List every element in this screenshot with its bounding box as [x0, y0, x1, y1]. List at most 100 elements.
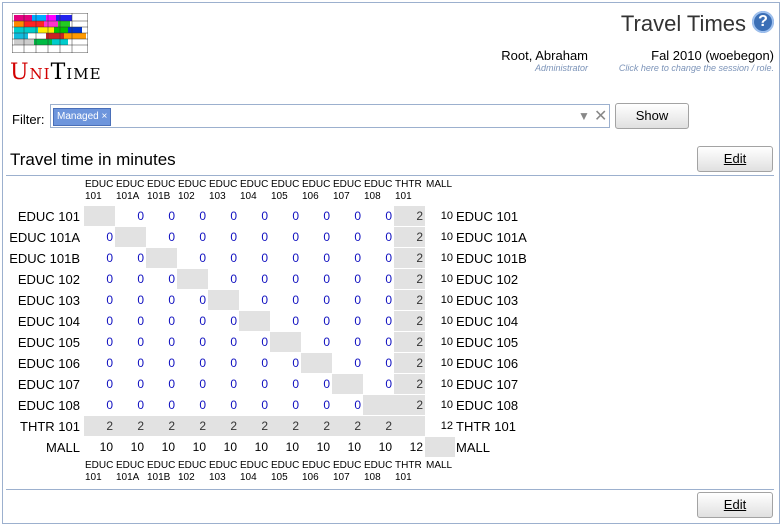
matrix-cell[interactable]: 0 [261, 230, 268, 244]
matrix-cell[interactable]: 0 [168, 293, 175, 307]
matrix-cell[interactable]: 0 [137, 314, 144, 328]
matrix-cell[interactable]: 0 [168, 377, 175, 391]
chip-remove-icon[interactable]: × [101, 111, 108, 122]
matrix-cell[interactable]: 0 [385, 377, 392, 391]
filter-input[interactable]: Managed × [50, 104, 610, 128]
matrix-cell[interactable]: 0 [385, 209, 392, 223]
matrix-cell[interactable]: 0 [354, 356, 361, 370]
matrix-cell[interactable]: 0 [106, 314, 113, 328]
matrix-cell[interactable]: 0 [199, 209, 206, 223]
matrix-cell[interactable]: 0 [323, 272, 330, 286]
matrix-cell[interactable]: 0 [323, 377, 330, 391]
matrix-cell[interactable]: 0 [323, 230, 330, 244]
matrix-cell[interactable]: 2 [363, 416, 394, 436]
matrix-cell[interactable]: 10 [440, 252, 453, 264]
matrix-cell[interactable]: 0 [230, 209, 237, 223]
session-info[interactable]: Fal 2010 (woebegon) Click here to change… [600, 48, 774, 73]
matrix-cell[interactable]: 10 [99, 440, 113, 454]
matrix-cell[interactable]: 0 [199, 398, 206, 412]
matrix-cell[interactable]: 0 [354, 293, 361, 307]
matrix-cell[interactable]: 0 [292, 272, 299, 286]
matrix-cell[interactable]: 0 [385, 314, 392, 328]
matrix-cell[interactable]: 0 [106, 251, 113, 265]
matrix-cell[interactable]: 0 [385, 335, 392, 349]
matrix-cell[interactable]: 0 [292, 251, 299, 265]
matrix-cell[interactable]: 0 [292, 209, 299, 223]
matrix-cell[interactable]: 2 [301, 416, 332, 436]
matrix-cell[interactable]: 0 [292, 293, 299, 307]
matrix-cell[interactable]: 0 [168, 209, 175, 223]
matrix-cell[interactable]: 10 [440, 231, 453, 243]
matrix-cell[interactable]: 0 [261, 209, 268, 223]
matrix-cell[interactable]: 0 [354, 314, 361, 328]
matrix-cell[interactable]: 0 [261, 335, 268, 349]
matrix-cell[interactable]: 0 [292, 398, 299, 412]
matrix-cell[interactable]: 0 [137, 377, 144, 391]
matrix-cell[interactable]: 0 [385, 272, 392, 286]
matrix-cell[interactable]: 0 [199, 356, 206, 370]
matrix-cell[interactable]: 10 [440, 399, 453, 411]
matrix-cell[interactable]: 0 [230, 251, 237, 265]
matrix-cell[interactable]: 0 [354, 335, 361, 349]
matrix-cell[interactable]: 0 [261, 272, 268, 286]
matrix-cell[interactable]: 2 [394, 374, 425, 394]
matrix-cell[interactable]: 10 [347, 440, 361, 454]
matrix-cell[interactable]: 0 [323, 251, 330, 265]
user-info[interactable]: Root, Abraham Administrator [480, 48, 588, 73]
matrix-cell[interactable]: 10 [440, 357, 453, 369]
matrix-cell[interactable]: 0 [323, 293, 330, 307]
matrix-cell[interactable]: 10 [440, 294, 453, 306]
matrix-cell[interactable]: 2 [394, 206, 425, 226]
matrix-cell[interactable]: 10 [192, 440, 206, 454]
matrix-cell[interactable]: 0 [261, 377, 268, 391]
matrix-cell[interactable]: 0 [168, 398, 175, 412]
matrix-cell[interactable]: 0 [261, 293, 268, 307]
matrix-cell[interactable]: 0 [106, 293, 113, 307]
matrix-cell[interactable]: 0 [261, 356, 268, 370]
matrix-cell[interactable]: 0 [199, 293, 206, 307]
matrix-cell[interactable]: 0 [323, 398, 330, 412]
matrix-cell[interactable]: 2 [84, 416, 115, 436]
matrix-cell[interactable]: 0 [385, 356, 392, 370]
matrix-cell[interactable]: 0 [385, 293, 392, 307]
filter-chip-managed[interactable]: Managed × [53, 108, 112, 126]
matrix-cell[interactable]: 2 [394, 311, 425, 331]
matrix-cell[interactable]: 0 [199, 314, 206, 328]
matrix-cell[interactable]: 0 [354, 230, 361, 244]
matrix-cell[interactable]: 0 [230, 230, 237, 244]
matrix-cell[interactable]: 10 [440, 210, 453, 222]
matrix-cell[interactable]: 0 [199, 335, 206, 349]
matrix-cell[interactable]: 0 [323, 335, 330, 349]
matrix-cell[interactable]: 0 [168, 335, 175, 349]
matrix-cell[interactable]: 0 [137, 398, 144, 412]
matrix-cell[interactable]: 0 [230, 314, 237, 328]
matrix-cell[interactable]: 0 [137, 209, 144, 223]
matrix-cell[interactable]: 10 [440, 378, 453, 390]
matrix-cell[interactable]: 10 [440, 273, 453, 285]
matrix-cell[interactable]: 0 [106, 377, 113, 391]
help-icon[interactable]: ? [752, 11, 774, 33]
matrix-cell[interactable]: 0 [137, 272, 144, 286]
matrix-cell[interactable]: 0 [323, 314, 330, 328]
matrix-cell[interactable]: 2 [394, 248, 425, 268]
matrix-cell[interactable]: 2 [394, 269, 425, 289]
matrix-cell[interactable]: 0 [354, 251, 361, 265]
matrix-cell[interactable]: 0 [261, 251, 268, 265]
matrix-cell[interactable]: 2 [177, 416, 208, 436]
matrix-cell[interactable]: 2 [115, 416, 146, 436]
matrix-cell[interactable]: 0 [292, 377, 299, 391]
matrix-cell[interactable]: 0 [354, 398, 361, 412]
matrix-cell[interactable]: 0 [230, 335, 237, 349]
matrix-cell[interactable]: 0 [106, 356, 113, 370]
matrix-cell[interactable]: 0 [230, 398, 237, 412]
matrix-cell[interactable]: 2 [394, 290, 425, 310]
matrix-cell[interactable]: 12 [440, 420, 453, 432]
matrix-cell[interactable]: 0 [168, 230, 175, 244]
matrix-cell[interactable]: 2 [208, 416, 239, 436]
matrix-cell[interactable]: 2 [332, 416, 363, 436]
filter-clear-icon[interactable]: ✕ [594, 108, 608, 125]
matrix-cell[interactable]: 0 [137, 293, 144, 307]
matrix-cell[interactable]: 0 [168, 272, 175, 286]
matrix-cell[interactable]: 10 [378, 440, 392, 454]
matrix-cell[interactable]: 10 [223, 440, 237, 454]
